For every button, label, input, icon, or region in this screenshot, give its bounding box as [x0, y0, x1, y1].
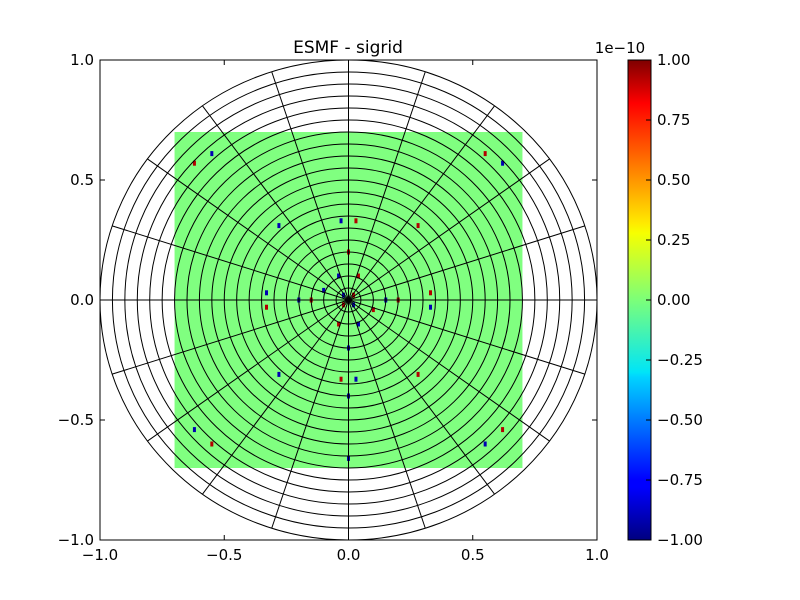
anomaly-cell [501, 427, 505, 433]
colorbar-tick-label: 0.50 [657, 171, 690, 189]
anomaly-cell [354, 376, 358, 382]
polar-grid [100, 60, 597, 540]
anomaly-cell [342, 302, 346, 308]
grid-spoke [147, 299, 349, 442]
colorbar-tick-label: 0.25 [657, 231, 690, 249]
grid-spoke [348, 71, 426, 301]
anomaly-cell [371, 307, 375, 313]
anomaly-cell [351, 302, 355, 308]
anomaly-cell [429, 304, 433, 310]
anomaly-cell [342, 292, 346, 298]
colorbar-ticks: 1.00 0.75 0.50 0.25 0.00 −0.25 −0.50 −0.75 −1.00 [646, 51, 703, 549]
anomaly-cell [264, 304, 268, 310]
grid-spoke [271, 71, 349, 301]
grid-spoke [348, 299, 550, 442]
grid-spoke [112, 299, 349, 375]
x-tick-label: −1.0 [82, 546, 118, 564]
anomaly-cell [264, 290, 268, 296]
anomaly-cell [322, 287, 326, 293]
plot-area [100, 60, 597, 540]
grid-spoke [348, 299, 495, 495]
x-tick-label: −0.5 [206, 546, 242, 564]
colorbar-tick-label: −0.25 [657, 351, 703, 369]
y-tick-label: 0.0 [70, 291, 94, 309]
chart-title: ESMF - sigrid [293, 38, 403, 58]
anomaly-cell [339, 218, 343, 224]
grid-spoke [147, 158, 349, 301]
anomaly-cell [356, 273, 360, 279]
colorbar-tick-label: 1.00 [657, 51, 690, 69]
colorbar-tick-label: 0.00 [657, 291, 690, 309]
anomaly-cell [483, 151, 487, 157]
colorbar-tick-label: 0.75 [657, 111, 690, 129]
anomaly-cell [339, 376, 343, 382]
grid-spoke [348, 105, 495, 301]
colorbar-exponent-label: 1e−10 [595, 39, 645, 57]
x-tick-label: 1.0 [585, 546, 609, 564]
anomaly-cell [337, 273, 341, 279]
anomaly-cell [354, 218, 358, 224]
anomaly-cell [210, 151, 214, 157]
grid-spoke [348, 225, 585, 301]
anomaly-cell [192, 427, 196, 433]
anomaly-cell [416, 223, 420, 229]
anomaly-cell [337, 321, 341, 327]
anomaly-cell [192, 160, 196, 166]
grid-spoke [348, 299, 426, 529]
grid-spoke [112, 225, 349, 301]
x-axis: −1.0 −0.5 0.0 0.5 1.0 [82, 60, 609, 564]
anomaly-cell [210, 441, 214, 447]
colorbar-tick-label: −0.75 [657, 471, 703, 489]
anomaly-cell [351, 292, 355, 298]
colorbar-tick-label: −1.00 [657, 531, 703, 549]
x-tick-label: 0.5 [461, 546, 485, 564]
anomaly-cell [416, 371, 420, 377]
anomaly-cell [277, 223, 281, 229]
grid-spoke [271, 299, 349, 529]
colorbar-tick-label: −0.50 [657, 411, 703, 429]
grid-spoke [348, 158, 550, 301]
anomaly-cell [483, 441, 487, 447]
y-axis: −1.0 −0.5 0.0 0.5 1.0 [58, 51, 597, 549]
grid-spoke [202, 299, 349, 495]
y-tick-label: −1.0 [58, 531, 94, 549]
anomaly-cell [277, 371, 281, 377]
colorbar: 1e−10 1.00 0.75 0.50 0.25 0.00 −0.25 −0.50 −0.7… [595, 39, 703, 549]
grid-spoke [348, 299, 585, 375]
y-tick-label: 0.5 [70, 171, 94, 189]
grid-spoke [202, 105, 349, 301]
anomaly-cell [429, 290, 433, 296]
y-tick-label: −0.5 [58, 411, 94, 429]
y-tick-label: 1.0 [70, 51, 94, 69]
anomaly-cell [356, 321, 360, 327]
anomaly-cell [501, 160, 505, 166]
x-tick-label: 0.0 [337, 546, 361, 564]
